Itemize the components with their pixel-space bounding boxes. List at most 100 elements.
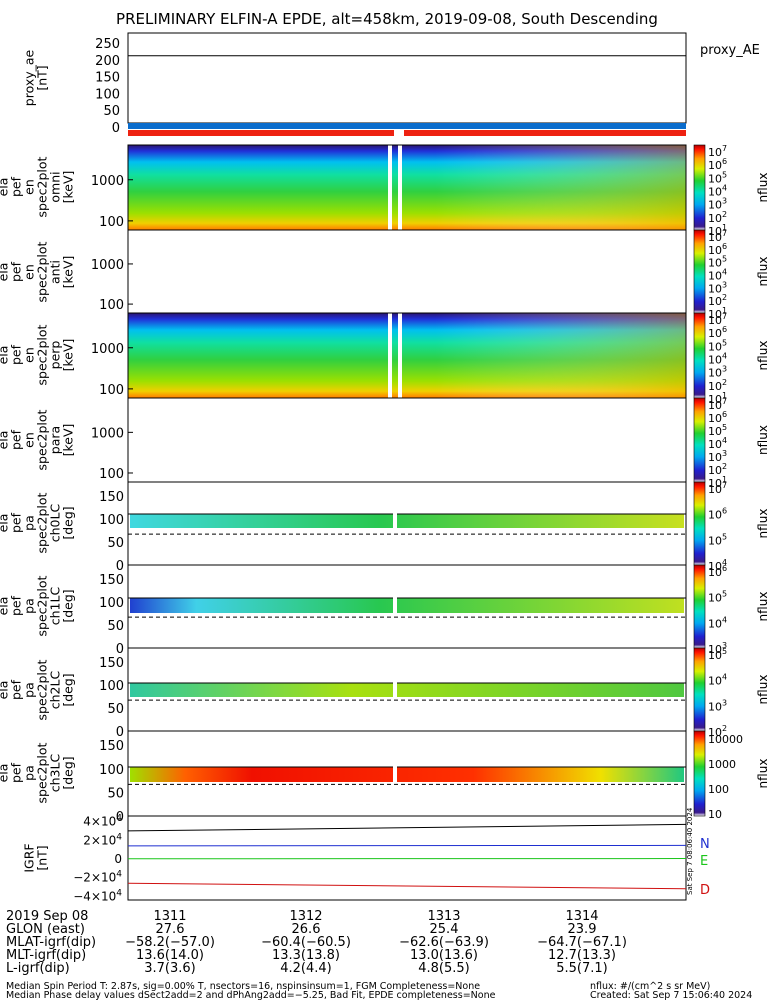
red-status-bar-1	[128, 130, 394, 136]
proxy-ae-tick: 0	[112, 121, 120, 136]
y-axis-label-line: spec2plot	[35, 492, 50, 553]
colorbar-ch3LC	[693, 730, 706, 817]
y-axis-label-line: ch0LC	[48, 504, 63, 543]
ephemeris-row-label: 2019 Sep 08	[6, 909, 88, 924]
y-axis-label-line: pef	[9, 595, 24, 616]
ch1LC-panel	[127, 564, 687, 649]
colorbar-tick-label: 101	[708, 475, 727, 490]
loss-cone-lines	[128, 533, 686, 785]
igrf-D-label: D	[700, 883, 710, 898]
igrf-E-label: E	[700, 854, 708, 869]
colorbar-tick-label: 107	[708, 481, 727, 496]
pitch-tick-label: 50	[107, 619, 124, 634]
y-axis-label-line: pef	[9, 261, 24, 282]
pitch-tick-label: 50	[107, 702, 124, 717]
y-axis-label-line: pef	[9, 679, 24, 700]
y-axis-label-line: [keV]	[61, 256, 76, 289]
colorbar-tick-label: 105	[708, 170, 727, 185]
ephemeris-value: −62.6(−63.9)	[399, 935, 489, 950]
colorbars: 107106105104103102101nflux10710610510410…	[693, 144, 770, 821]
footer-created: Created: Sat Sep 7 15:06:40 2024	[590, 990, 752, 1000]
ephemeris-value: 13.0(13.6)	[410, 948, 478, 963]
y-axis-label-line: [nT]	[35, 845, 50, 870]
y-axis-label-line: spec2plot	[35, 156, 50, 217]
ephemeris-value: 13.3(13.8)	[272, 948, 340, 963]
colorbar-unit: nflux	[756, 257, 770, 287]
colorbar-tick-label: 102	[708, 462, 727, 477]
energy-tick-label: 1000	[91, 258, 124, 273]
ephemeris-value: 12.7(13.3)	[548, 948, 616, 963]
pitch-tick-label: 0	[116, 725, 124, 740]
y-axis-label-line: ch1LC	[48, 587, 63, 626]
red-status-bar-2	[404, 130, 686, 136]
proxy-ae-tick: 50	[103, 104, 120, 119]
colorbar-tick-label: 103	[708, 197, 727, 212]
energy-tick-label: 100	[99, 215, 124, 230]
colorbar-tick-label: 104	[708, 436, 727, 451]
y-axis-label-line: pa	[22, 765, 37, 781]
y-axis-labels: proxy_ae[nT]elapefenspec2plotomni[keV]el…	[0, 49, 76, 872]
y-axis-label-line: en	[22, 264, 37, 280]
ephemeris-value: 27.6	[156, 922, 185, 937]
igrf-tick-label: 2×104	[83, 832, 122, 847]
y-axis-label-line: perp	[48, 341, 63, 370]
energy-tick-label: 100	[99, 383, 124, 398]
ephemeris-table: 2019 Sep 08 1311 1312 1313 1314 GLON (east) 27…	[6, 909, 627, 976]
colorbar-tick-label: 104	[708, 615, 727, 630]
y-axis-label-line: spec2plot	[35, 324, 50, 385]
igrf-tick-label: 4×104	[83, 814, 122, 829]
y-axis-label-line: ela	[0, 764, 11, 783]
energy-tick-label: 1000	[91, 174, 124, 189]
colorbar-unit: nflux	[756, 592, 770, 622]
omni-spectrogram	[127, 144, 687, 231]
y-axis-label-line: [deg]	[61, 673, 76, 706]
y-axis-label-line: omni	[48, 171, 63, 202]
pitch-tick-label: 100	[99, 513, 124, 528]
y-axis-label-line: spec2plot	[35, 742, 50, 803]
ephemeris-value: 4.8(5.5)	[418, 961, 470, 976]
colorbar-tick-label: 103	[708, 698, 727, 713]
igrf-line-total	[127, 823, 687, 832]
colorbar-tick-label: 1000	[708, 758, 736, 771]
y-axis-label-line: para	[48, 426, 63, 454]
colorbar-tick-label: 106	[708, 507, 727, 522]
colorbar-perp	[693, 312, 706, 399]
pitch-tick-label: 150	[99, 573, 124, 588]
lc-data-gaps	[393, 512, 397, 783]
colorbar-tick-label: 102	[708, 210, 727, 225]
y-axis-label-line: pef	[9, 512, 24, 533]
side-timestamp: Sat Sep 7 08:06:40 2024	[686, 807, 694, 895]
y-axis-label-line: ela	[0, 178, 11, 197]
y-axis-label-line: pa	[22, 515, 37, 531]
ephemeris-row-label: MLAT-igrf(dip)	[6, 935, 96, 950]
colorbar-tick-label: 102	[708, 293, 727, 308]
colorbar-tick-label: 104	[708, 558, 727, 573]
y-axis-label-line: en	[22, 432, 37, 448]
colorbar-unit: nflux	[756, 341, 770, 371]
colorbar-tick-label: 106	[708, 325, 727, 340]
colorbar-tick-label: 10	[708, 808, 722, 821]
colorbar-tick-label: 102	[708, 378, 727, 393]
ephemeris-value: 26.6	[292, 922, 321, 937]
colorbar-para	[693, 397, 706, 483]
pitch-tick-label: 0	[116, 810, 124, 825]
y-axis-label-line: ela	[0, 681, 11, 700]
y-axis-label-line: en	[22, 179, 37, 195]
y-axis-label-line: pa	[22, 598, 37, 614]
y-axis-label-line: [nT]	[35, 65, 50, 90]
y-axis-label-line: [keV]	[61, 424, 76, 457]
y-axis-label-line: ela	[0, 597, 11, 616]
colorbar-tick-label: 104	[708, 184, 727, 199]
y-axis-label-line: spec2plot	[35, 409, 50, 470]
colorbar-tick-label: 106	[708, 242, 727, 257]
ephemeris-value: 23.9	[568, 922, 597, 937]
energy-tick-label: 1000	[91, 426, 124, 441]
pitch-tick-label: 100	[99, 763, 124, 778]
igrf-N-label: N	[700, 837, 710, 852]
y-axis-label-line: IGRF	[22, 843, 37, 872]
ephemeris-value: 1314	[565, 909, 598, 924]
pitch-tick-label: 150	[99, 656, 124, 671]
colorbar-ch1LC	[693, 564, 706, 649]
